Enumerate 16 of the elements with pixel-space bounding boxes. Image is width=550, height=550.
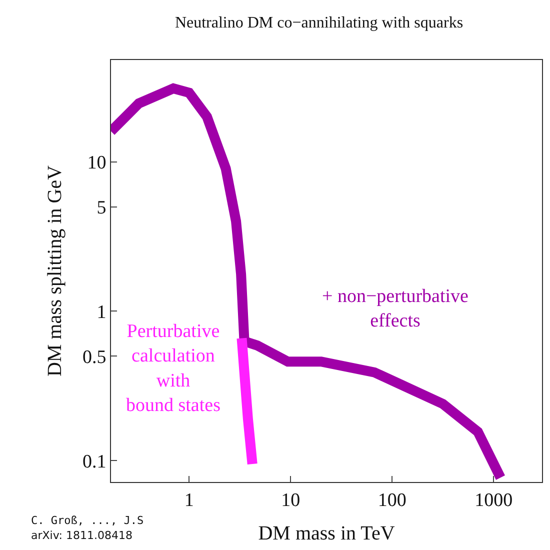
y-tick-label: 10 <box>87 152 106 174</box>
series-label: Perturbative calculation with bound states <box>126 321 220 416</box>
series-label: + non−perturbative effects <box>322 286 468 332</box>
y-tick-label: 0.1 <box>82 451 106 472</box>
text: C. Groß, ..., J.S <box>31 514 144 527</box>
y-tick-label: 5 <box>96 197 106 218</box>
x-tick-label: 1000 <box>474 490 513 511</box>
y-tick-label: 0.5 <box>82 346 106 368</box>
chart-title: Neutralino DM co−annihilating with squarks <box>174 14 464 32</box>
x-tick-label: 1 <box>184 490 194 511</box>
x-tick-label: 100 <box>378 490 406 511</box>
x-axis-title: DM mass in TeV <box>258 522 396 544</box>
text: arXiv: 1811.08418 <box>31 529 132 542</box>
y-axis-title: DM mass splitting in GeV <box>44 164 66 377</box>
x-tick-label: 10 <box>281 490 300 511</box>
y-tick-label: 1 <box>96 302 106 323</box>
